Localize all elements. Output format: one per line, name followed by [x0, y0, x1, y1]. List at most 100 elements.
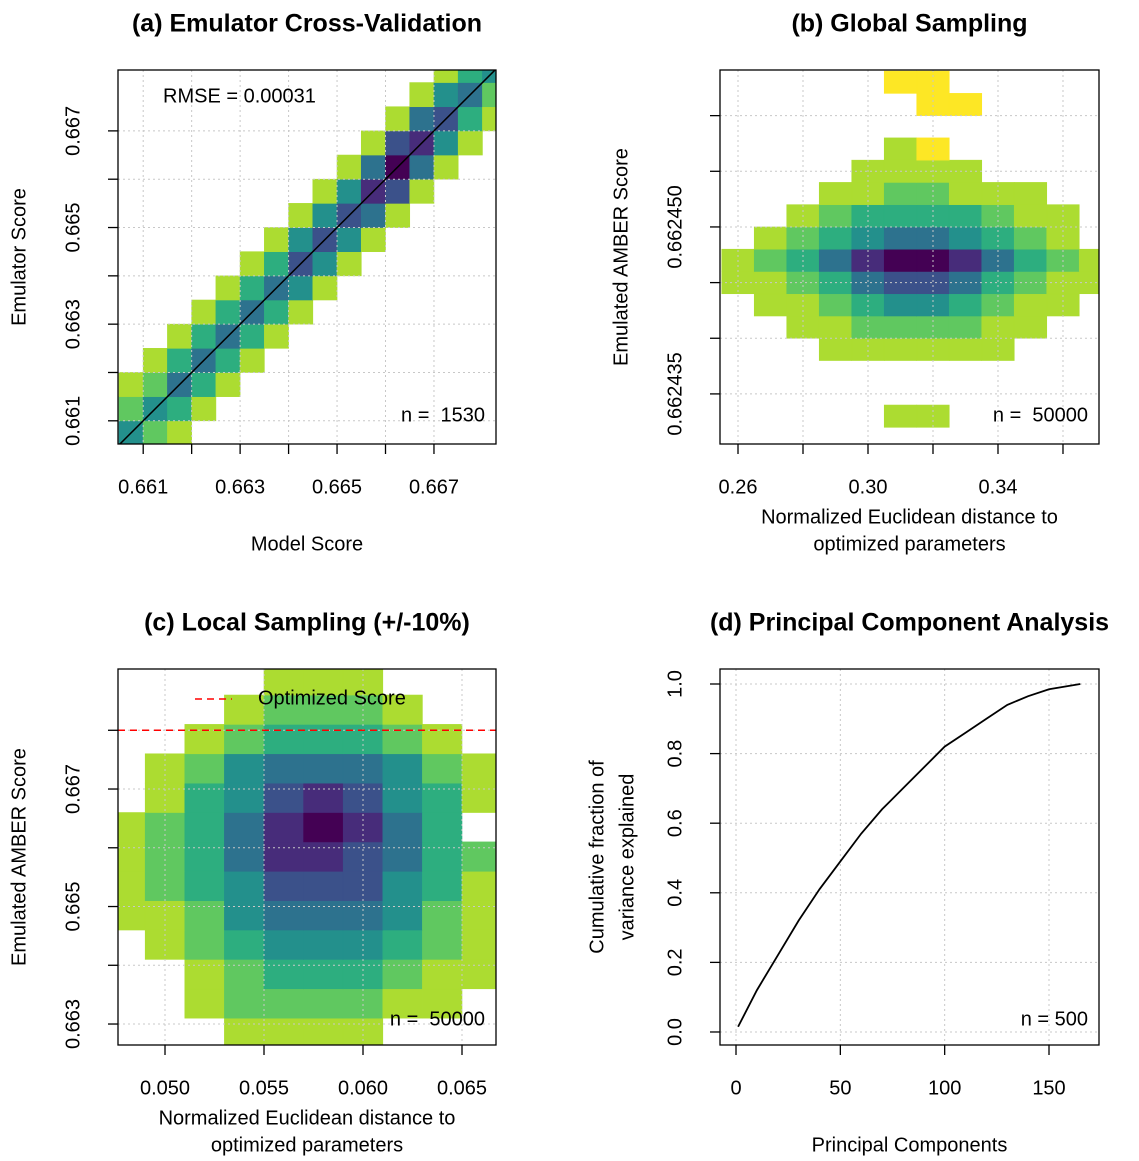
heatmap-cell [457, 130, 483, 156]
x-axis-label: Model Score [251, 533, 363, 555]
y-axis-label: variance explained [616, 774, 638, 941]
heatmap-cell [342, 841, 384, 872]
heatmap-cell [191, 299, 217, 325]
panel-title: (c) Local Sampling (+/-10%) [144, 609, 470, 637]
panel-title: (b) Global Sampling [791, 10, 1027, 38]
plot-area [720, 70, 1099, 444]
heatmap-cell [382, 724, 423, 755]
heatmap-cell [981, 315, 1015, 339]
heatmap-cell [360, 130, 386, 156]
heatmap-cell [753, 226, 788, 250]
x-tick-label: 0.060 [338, 1077, 388, 1099]
heatmap-cell [144, 782, 186, 813]
heatmap-cell [239, 251, 265, 277]
heatmap-cell [482, 106, 496, 132]
panel-title: (d) Principal Component Analysis [710, 609, 1109, 637]
heatmap-cell [342, 812, 384, 843]
heatmap-cell [263, 694, 304, 725]
heatmap-cell [239, 348, 265, 373]
heatmap-cell [263, 988, 304, 1019]
heatmap-cell [422, 870, 463, 901]
heatmap-cell [433, 82, 459, 108]
heatmap-cell [224, 782, 265, 813]
heatmap-cell [461, 782, 496, 813]
heatmap-cell [948, 315, 983, 339]
heatmap-cell [382, 841, 423, 872]
heatmap-cell [303, 724, 344, 755]
heatmap-cell [264, 227, 289, 252]
y-tick-label: 0.667 [62, 764, 84, 814]
heatmap-cell [336, 178, 362, 204]
heatmap-cell [184, 900, 225, 931]
heatmap-cell [382, 900, 423, 931]
heatmap-cell [382, 929, 423, 960]
plot-area [118, 70, 496, 444]
heatmap-cell [303, 841, 344, 872]
heatmap-cell [1013, 315, 1048, 339]
x-axis-label: optimized parameters [211, 1134, 403, 1156]
y-tick-label: 0.0 [664, 1018, 686, 1046]
x-tick-label: 0.665 [312, 476, 362, 498]
annotation: n = 50000 [993, 404, 1088, 426]
heatmap-cell [1013, 293, 1048, 317]
plot-frame [117, 69, 497, 445]
x-tick-label: 0.667 [409, 476, 459, 498]
heatmap-cell [303, 959, 344, 990]
heatmap-cell [312, 275, 338, 301]
heatmap-cell [142, 420, 168, 444]
heatmap-cell [883, 182, 918, 205]
panel: (c) Local Sampling (+/-10%) Normalized Eu… [8, 609, 497, 1156]
heatmap-cell [264, 251, 289, 277]
x-tick-label: 0.050 [140, 1077, 190, 1099]
y-axis-label: Cumulative fraction of [586, 760, 608, 954]
heatmap-cell [263, 841, 304, 872]
heatmap-cell [382, 870, 423, 901]
heatmap-cell [457, 106, 483, 132]
heatmap-cell [224, 870, 265, 901]
heatmap-cell [422, 724, 463, 755]
heatmap-cell [215, 372, 241, 397]
heatmap-cell [142, 348, 168, 373]
heatmap-cell [239, 275, 265, 301]
heatmap-cell [851, 293, 885, 317]
plot-frame [719, 668, 1100, 1046]
y-tick-label: 1.0 [664, 670, 686, 698]
heatmap-cell [1013, 226, 1048, 250]
heatmap-cell [948, 248, 983, 272]
heatmap-cell [191, 396, 217, 422]
heatmap-cell [312, 178, 338, 204]
heatmap-cell [1013, 182, 1048, 205]
heatmap-cell [224, 1017, 265, 1045]
heatmap-cell [224, 988, 265, 1019]
annotation: n = 1530 [401, 404, 485, 426]
heatmap-cell [818, 248, 853, 272]
heatmap-cell [382, 812, 423, 843]
heatmap-cell [224, 900, 265, 931]
panel: (d) Principal Component Analysis Principa… [586, 609, 1109, 1157]
heatmap-cell [312, 251, 338, 277]
heatmap-cell [303, 870, 344, 901]
heatmap-cell [422, 929, 463, 960]
heatmap-cell [818, 315, 853, 339]
heatmap-cell [191, 372, 217, 397]
heatmap-cell [118, 870, 146, 901]
heatmap-cell [422, 959, 463, 990]
heatmap-cell [818, 293, 853, 317]
heatmap-cell [883, 315, 918, 339]
heatmap-cell [303, 812, 344, 843]
heatmap-cell [288, 227, 314, 252]
heatmap-cell [916, 293, 950, 317]
heatmap-cell [288, 275, 314, 301]
heatmap-cell [360, 227, 386, 252]
heatmap-cell [753, 293, 788, 317]
y-axis-label: Emulator Score [8, 188, 30, 326]
heatmap-cell [433, 154, 459, 180]
heatmap-cell [461, 841, 496, 872]
y-tick-label: 0.663 [62, 299, 84, 349]
heatmap-cell [224, 812, 265, 843]
heatmap-cell [409, 154, 435, 180]
heatmap-cell [167, 396, 192, 422]
heatmap-cell [422, 988, 463, 1019]
heatmap-cell [382, 694, 423, 725]
heatmap-cell [263, 782, 304, 813]
